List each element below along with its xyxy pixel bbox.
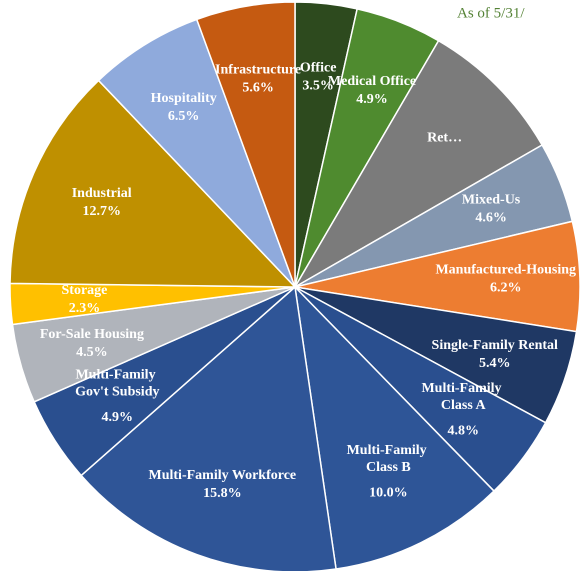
slice-label: Office — [300, 61, 337, 76]
slice-value-label: 4.6% — [475, 211, 507, 226]
labels: Office 3.5%Medical Office 4.9% Ret… Mixed-Us… — [40, 61, 576, 502]
slice-label: For-Sale Housing — [40, 327, 144, 342]
slice-label: Multi-Family Workforce — [149, 468, 297, 483]
slice-value-label: 6.2% — [490, 280, 522, 295]
pie-slice — [293, 284, 496, 570]
pie-slice — [292, 39, 544, 290]
slice-label: Hospitality — [151, 91, 217, 106]
slice-label: Mixed-Us — [462, 193, 521, 208]
pie-slice — [195, 1, 296, 288]
slice-label: Medical Office — [328, 74, 416, 89]
annotation: As of 5/31/ — [457, 5, 525, 21]
slice-value-label: 3.5% — [302, 79, 334, 94]
slice-value-label: 2.3% — [69, 301, 101, 316]
pie-slice — [9, 79, 297, 288]
slice-label: Manufactured-Housing — [435, 262, 576, 277]
slice-label: Ret… — [427, 131, 462, 146]
slice-value-label: 4.8% — [448, 423, 480, 438]
slice-label: Multi-Family Class A — [421, 381, 505, 413]
slice-label: Infrastructure — [215, 63, 301, 78]
slice-label: Storage — [62, 283, 108, 298]
pie-slice — [80, 285, 337, 571]
slice-label: Single-Family Rental — [432, 338, 558, 353]
slice-value-label: 5.4% — [479, 356, 511, 371]
slice-value-label: 6.5% — [168, 109, 200, 124]
slice-label: Multi-Family Gov't Subsidy — [75, 368, 159, 400]
slice-value-label: 10.0% — [369, 485, 408, 500]
slice-value-label: 4.5% — [76, 345, 108, 360]
slice-value-label: 15.8% — [203, 486, 242, 501]
slice-value-label: 4.9% — [356, 92, 388, 107]
slice-value-label: 5.6% — [242, 81, 274, 96]
pie-slice — [97, 18, 296, 288]
slice-value-label: 4.9% — [102, 410, 134, 425]
slice-value-label: 12.7% — [82, 204, 121, 219]
slice-label: Multi-Family Class B — [347, 443, 431, 475]
slice-label: Industrial — [72, 186, 132, 201]
